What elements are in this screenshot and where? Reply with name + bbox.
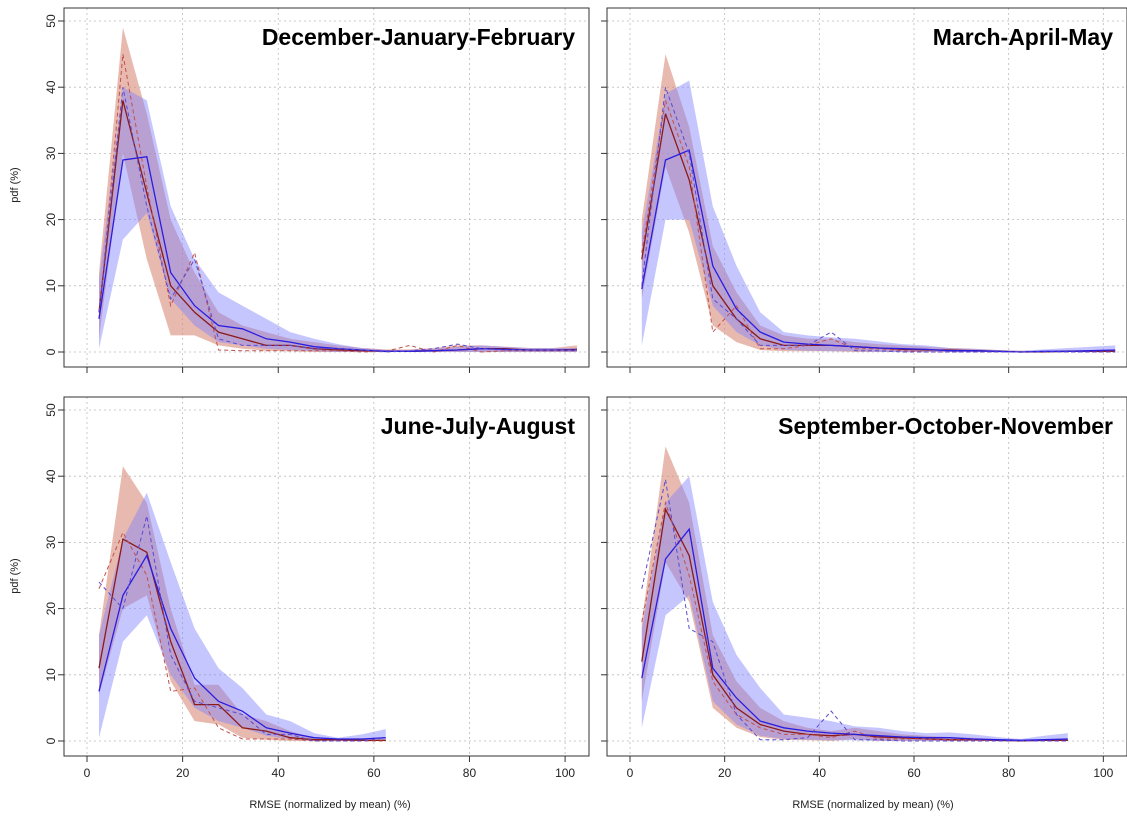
panel-4: September-October-November 0 20 40 60 80 100: [601, 396, 1127, 780]
band-blue: [99, 87, 577, 352]
panel-title: March-April-May: [933, 24, 1113, 50]
x-tick-label: 80: [1002, 766, 1016, 780]
y-tick-label: 30: [44, 146, 58, 160]
data-layer: [641, 446, 1068, 742]
panel-title: June-July-August: [381, 413, 576, 439]
band-blue: [641, 476, 1068, 741]
x-tick-label: 20: [718, 766, 732, 780]
y-tick-label: 20: [44, 602, 58, 616]
panel-frame: [606, 396, 1127, 757]
panel-frame: [63, 7, 590, 368]
x-tick-label: 100: [555, 766, 575, 780]
panel-title: September-October-November: [778, 413, 1113, 439]
series-red-dashed: [641, 100, 1116, 353]
x-tick-label: 20: [176, 766, 190, 780]
series-blue-dashed: [98, 87, 577, 353]
y-tick-label: 40: [44, 80, 58, 94]
band-red: [641, 54, 1116, 352]
data-layer: [641, 54, 1116, 353]
series-blue-solid: [98, 554, 386, 740]
data-layer: [98, 466, 386, 742]
y-tick-label: 50: [44, 14, 58, 28]
panel-title: December-January-February: [262, 24, 575, 50]
series-red-dashed: [98, 54, 577, 353]
y-tick-label: 30: [44, 535, 58, 549]
x-tick-label: 60: [367, 766, 381, 780]
y-tick-label: 10: [44, 668, 58, 682]
y-tick-label: 40: [44, 469, 58, 483]
series-blue-dashed: [641, 87, 1116, 353]
band-blue: [99, 492, 386, 741]
x-tick-label: 40: [272, 766, 286, 780]
panel-3: June-July-August 0 10 20 30 40 50 0 20 40 60 80 100: [44, 396, 590, 780]
x-tick-label: 60: [907, 766, 921, 780]
panel-2: March-April-May: [601, 7, 1127, 373]
x-axis-label-left: RMSE (normalized by mean) (%): [249, 799, 410, 811]
panel-1: December-January-February 0 10 20 30 40 50: [44, 7, 590, 373]
panel-frame: [606, 7, 1127, 368]
x-axis-label-right: RMSE (normalized by mean) (%): [792, 799, 953, 811]
y-tick-label: 0: [44, 348, 58, 355]
series-blue-solid: [641, 527, 1068, 741]
panels: December-January-February 0 10 20 30 40 50 Marc…: [44, 7, 1127, 780]
band-red: [99, 466, 386, 741]
series-blue-dashed: [641, 479, 1068, 742]
y-tick-label: 50: [44, 403, 58, 417]
y-axis-label-bottom: pdf (%): [9, 558, 21, 593]
x-tick-label: 0: [627, 766, 634, 780]
series-red-dashed: [641, 500, 1068, 742]
band-blue: [641, 80, 1116, 352]
x-tick-label: 40: [813, 766, 827, 780]
x-tick-label: 100: [1093, 766, 1113, 780]
data-layer: [98, 27, 578, 353]
series-red-solid: [98, 538, 386, 741]
x-tick-label: 0: [84, 766, 91, 780]
series-blue-dashed: [98, 515, 386, 742]
y-tick-label: 0: [44, 737, 58, 744]
panel-frame: [63, 396, 590, 757]
y-tick-label: 20: [44, 213, 58, 227]
y-axis-label-top: pdf (%): [9, 167, 21, 202]
x-tick-label: 80: [463, 766, 477, 780]
y-tick-label: 10: [44, 279, 58, 293]
